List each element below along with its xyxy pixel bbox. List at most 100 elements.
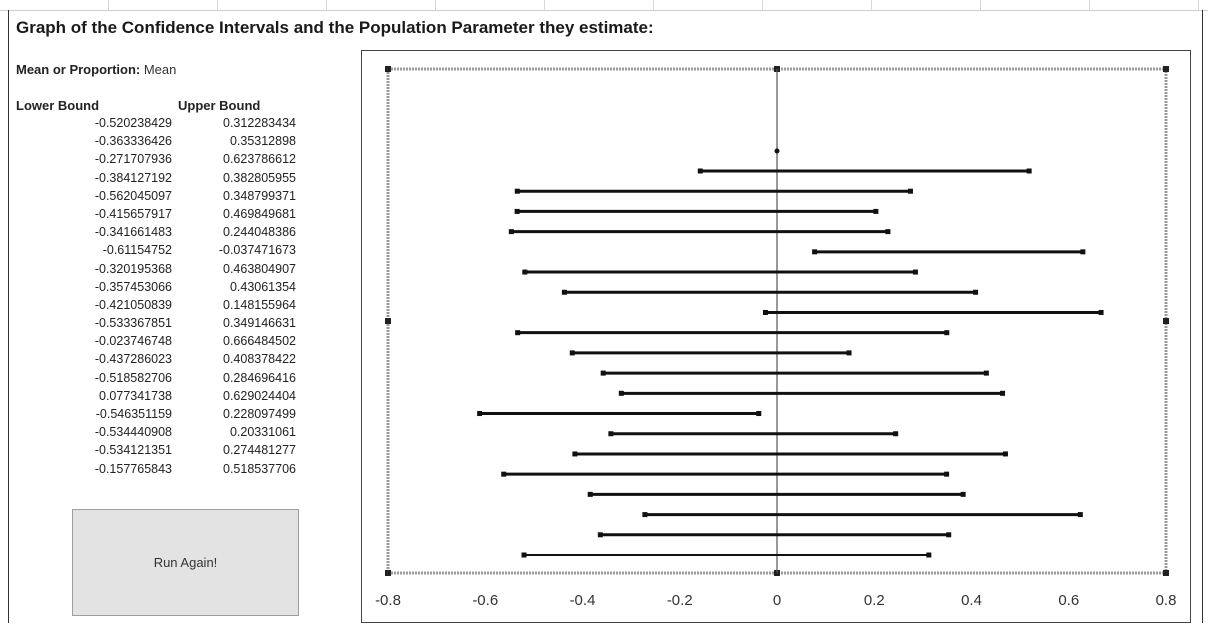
upper-bound-cell: 0.623786612: [223, 152, 296, 167]
mean-or-proportion-label: Mean or Proportion:: [16, 62, 141, 77]
lower-bound-cell: -0.534440908: [94, 425, 172, 440]
table-row: -0.534121351 0.274481277: [0, 443, 300, 461]
upper-bound-cell: 0.629024404: [223, 388, 296, 403]
interval-upper-marker: [1026, 168, 1032, 174]
confidence-interval-chart: -0.8 -0.6 -0.4 -0.2 0 0.2 0.4 0.6 0.8: [361, 50, 1191, 623]
lower-bound-cell: -0.157765843: [94, 461, 172, 476]
upper-bound-cell: 0.274481277: [223, 443, 296, 458]
interval-upper-marker: [885, 229, 891, 235]
x-tick-label: 0.2: [864, 592, 885, 609]
interval-upper-marker: [1000, 390, 1006, 396]
upper-bound-cell: 0.312283434: [223, 116, 296, 130]
lower-bound-cell: -0.534121351: [94, 443, 172, 458]
selection-handle: [385, 570, 391, 576]
lower-bound-cell: 0.077341738: [99, 388, 172, 403]
selection-handle: [385, 318, 391, 324]
lower-bound-cell: -0.271707936: [94, 152, 172, 167]
run-again-label: Run Again!: [153, 555, 218, 570]
table-row: -0.533367851 0.349146631: [0, 316, 300, 334]
interval-lower-marker: [812, 249, 818, 255]
x-tick-label: -0.2: [667, 592, 693, 609]
chart-canvas: -0.8 -0.6 -0.4 -0.2 0 0.2 0.4 0.6 0.8: [375, 66, 1177, 609]
bounds-table: -0.520238429 0.312283434 -0.363336426 0.353…: [0, 116, 300, 480]
interval-lower-marker: [522, 269, 528, 275]
interval-lower-marker: [508, 229, 514, 235]
upper-bound-cell: 0.463804907: [223, 261, 296, 276]
interval-upper-marker: [912, 269, 918, 275]
page-title: Graph of the Confidence Intervals and th…: [16, 18, 654, 37]
interval-lower-marker: [762, 309, 768, 315]
upper-bound-cell: 0.284696416: [223, 370, 296, 385]
interval-lower-marker: [515, 330, 521, 336]
interval-lower-marker: [697, 168, 703, 174]
selection-handle: [1163, 318, 1169, 324]
upper-bound-cell: 0.148155964: [223, 297, 296, 312]
lower-bound-cell: -0.546351159: [95, 407, 172, 421]
table-row: -0.157765843 0.518537706: [0, 462, 300, 480]
interval-upper-marker: [960, 491, 966, 497]
lower-bound-cell: -0.320195368: [94, 261, 172, 276]
interval-lower-marker: [477, 411, 483, 417]
upper-bound-cell: 0.20331061: [229, 425, 296, 440]
upper-bound-cell: 0.382805955: [223, 170, 296, 185]
table-row: -0.61154752 -0.037471673: [0, 243, 300, 261]
interval-upper-marker: [1080, 249, 1086, 255]
mean-or-proportion-row: Mean or Proportion: Mean: [16, 62, 176, 77]
lower-bound-cell: -0.437286023: [94, 352, 172, 367]
upper-bound-cell: 0.228097499: [223, 407, 296, 421]
selection-handle: [1163, 66, 1169, 72]
table-row: 0.077341738 0.629024404: [0, 389, 300, 407]
interval-upper-marker: [873, 208, 879, 214]
interval-lower-marker: [608, 431, 614, 437]
upper-bound-cell: 0.35312898: [229, 134, 296, 149]
table-row: -0.437286023 0.408378422: [0, 352, 300, 370]
interval-upper-marker: [1098, 309, 1104, 315]
interval-upper-marker: [893, 431, 899, 437]
interval-lower-marker: [569, 350, 575, 356]
lower-bound-cell: -0.384127192: [94, 170, 172, 185]
upper-bound-cell: 0.348799371: [223, 188, 296, 203]
upper-bound-cell: -0.037471673: [218, 243, 296, 258]
lower-bound-cell: -0.363336426: [94, 134, 172, 149]
interval-upper-marker: [756, 411, 762, 417]
interval-lower-marker: [501, 471, 507, 477]
parameter-marker: [774, 148, 780, 154]
interval-lower-marker: [514, 188, 520, 194]
lower-bound-cell: -0.357453066: [94, 279, 172, 294]
x-tick-label: -0.4: [570, 592, 596, 609]
lower-bound-cell: -0.023746748: [94, 334, 172, 349]
lower-bound-header: Lower Bound: [16, 98, 100, 113]
interval-upper-marker: [1077, 512, 1083, 518]
x-tick-label: 0: [773, 592, 781, 609]
table-row: -0.518582706 0.284696416: [0, 371, 300, 389]
x-tick-label: -0.8: [375, 592, 401, 609]
interval-upper-marker: [946, 532, 952, 538]
interval-lower-marker: [521, 552, 527, 558]
column-gridlines: [0, 0, 1208, 11]
interval-lower-marker: [514, 208, 520, 214]
lower-bound-cell: -0.421050839: [94, 297, 172, 312]
x-tick-label: 0.8: [1156, 592, 1177, 609]
interval-upper-marker: [944, 471, 950, 477]
interval-lower-marker: [561, 289, 567, 295]
interval-lower-marker: [587, 491, 593, 497]
lower-bound-cell: -0.341661483: [94, 225, 172, 240]
interval-lower-marker: [600, 370, 606, 376]
table-row: -0.320195368 0.463804907: [0, 262, 300, 280]
lower-bound-cell: -0.533367851: [94, 316, 172, 331]
mean-or-proportion-value: Mean: [143, 62, 177, 77]
table-row: -0.341661483 0.244048386: [0, 225, 300, 243]
run-again-button[interactable]: Run Again!: [72, 509, 299, 616]
selection-handle: [385, 66, 391, 72]
selection-handle: [1163, 570, 1169, 576]
interval-upper-marker: [846, 350, 852, 356]
upper-bound-cell: 0.244048386: [223, 225, 296, 240]
interval-upper-marker: [973, 289, 979, 295]
lower-bound-cell: -0.520238429: [94, 116, 172, 130]
table-row: -0.357453066 0.43061354: [0, 280, 300, 298]
interval-upper-marker: [1002, 451, 1008, 457]
table-row: -0.520238429 0.312283434: [0, 116, 300, 134]
interval-upper-marker: [944, 330, 950, 336]
x-tick-label: -0.6: [472, 592, 498, 609]
